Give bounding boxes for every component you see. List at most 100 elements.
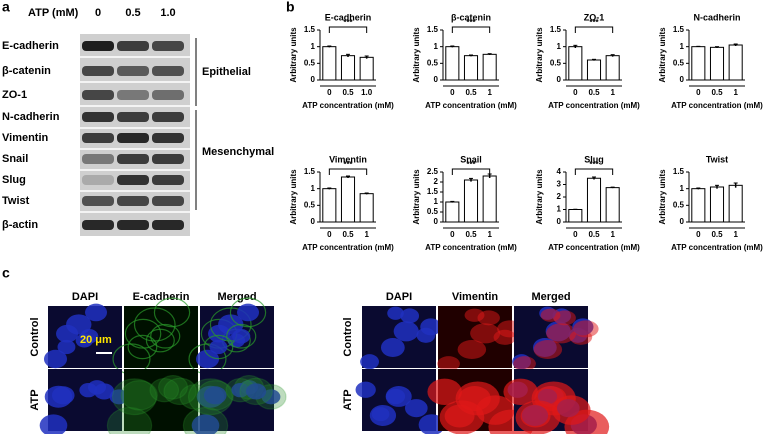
- significance-bracket: [328, 26, 368, 33]
- label: 0: [311, 75, 316, 84]
- nucleus: [261, 389, 281, 405]
- y-axis-label: Arbitrary units: [535, 169, 544, 225]
- blot-band: [82, 90, 114, 100]
- bar: [586, 59, 602, 81]
- cell-stain: [149, 377, 180, 403]
- nucleus: [80, 329, 99, 344]
- nucleus: [231, 383, 250, 398]
- cell-stain: [573, 320, 599, 338]
- label: 1.0: [361, 88, 373, 97]
- y-axis-label: Arbitrary units: [658, 27, 667, 83]
- label: Vimentin: [2, 132, 49, 144]
- bar: [709, 46, 725, 81]
- cell-stain: [153, 297, 191, 328]
- nucleus: [43, 349, 68, 369]
- label: 1: [487, 230, 492, 239]
- label: 1.5: [427, 25, 439, 34]
- label: ZO-1: [2, 89, 27, 101]
- label: 1.5: [673, 167, 685, 176]
- label: 0.5: [304, 200, 316, 209]
- cell-stain: [226, 323, 257, 349]
- label: 0: [573, 230, 578, 239]
- label: 1: [557, 42, 562, 51]
- y-axis-label: Arbitrary units: [412, 27, 421, 83]
- label: ***: [343, 160, 353, 169]
- cell-stain: [239, 377, 273, 406]
- label: ATP concentration (mM): [671, 101, 763, 110]
- label: 1.5: [304, 25, 316, 34]
- label: 0: [696, 88, 701, 97]
- bar: [322, 188, 337, 223]
- label: 0.5: [304, 58, 316, 67]
- label: ATP concentration (mM): [671, 243, 763, 252]
- label: Mesenchymal: [202, 146, 274, 158]
- label: Slug: [2, 174, 26, 186]
- nucleus: [245, 383, 267, 400]
- label: β-catenin: [451, 12, 491, 22]
- label: 0: [450, 88, 455, 97]
- label: 0.5: [711, 88, 723, 97]
- cell-stain: [540, 308, 561, 322]
- cell-stain: [533, 339, 563, 359]
- label: 2: [557, 192, 562, 201]
- bar: [728, 44, 743, 81]
- nucleus: [93, 383, 115, 400]
- label: a: [2, 0, 10, 15]
- label: 0.5: [465, 88, 477, 97]
- label: 1: [680, 42, 685, 51]
- label: β-actin: [2, 219, 38, 231]
- nucleus: [360, 354, 380, 370]
- bar: [691, 46, 706, 81]
- bar: [568, 46, 583, 81]
- bar: [709, 186, 725, 223]
- cell-stain: [470, 323, 501, 344]
- label: 0: [434, 217, 439, 226]
- cell-stain: [229, 297, 267, 328]
- significance-bracket: [574, 26, 614, 33]
- label: 1.5: [550, 25, 562, 34]
- label: ATP concentration (mM): [425, 101, 517, 110]
- label: 1: [557, 205, 562, 214]
- cell-stain: [127, 334, 158, 360]
- label: ***: [343, 18, 353, 27]
- label: 0: [434, 75, 439, 84]
- cell-stain: [457, 339, 487, 359]
- label: Merged: [217, 291, 256, 303]
- row-label: Control: [342, 317, 354, 356]
- label: 1: [364, 230, 369, 239]
- label: 1.0: [160, 7, 175, 19]
- label: 0.5: [711, 230, 723, 239]
- blot-band: [152, 154, 184, 164]
- label: 1: [733, 230, 738, 239]
- nucleus: [51, 386, 75, 405]
- blot-band: [82, 196, 114, 206]
- nucleus: [387, 306, 404, 320]
- label: Merged: [531, 291, 570, 303]
- label: ATP concentration (mM): [548, 101, 640, 110]
- label: 1: [610, 230, 615, 239]
- cell-stain: [120, 380, 158, 411]
- bar: [482, 175, 497, 223]
- label: 0.5: [342, 88, 354, 97]
- label: 0.5: [588, 88, 600, 97]
- label: 1.5: [673, 25, 685, 34]
- nucleus: [393, 321, 419, 342]
- label: 2.5: [427, 167, 439, 176]
- row-label: ATP: [29, 389, 41, 410]
- label: 0: [573, 88, 578, 97]
- row-label: ATP: [342, 389, 354, 410]
- cell-stain: [111, 378, 158, 416]
- label: 3: [557, 180, 562, 189]
- nucleus: [237, 303, 260, 322]
- cell-stain: [515, 400, 561, 434]
- label: 0.5: [427, 58, 439, 67]
- y-axis-label: Arbitrary units: [535, 27, 544, 83]
- bar: [322, 46, 337, 81]
- nucleus: [369, 404, 397, 426]
- significance-bracket: [451, 26, 491, 33]
- nucleus: [109, 389, 129, 405]
- label: DAPI: [72, 291, 98, 303]
- blot-band: [82, 220, 114, 230]
- blot-band: [152, 90, 184, 100]
